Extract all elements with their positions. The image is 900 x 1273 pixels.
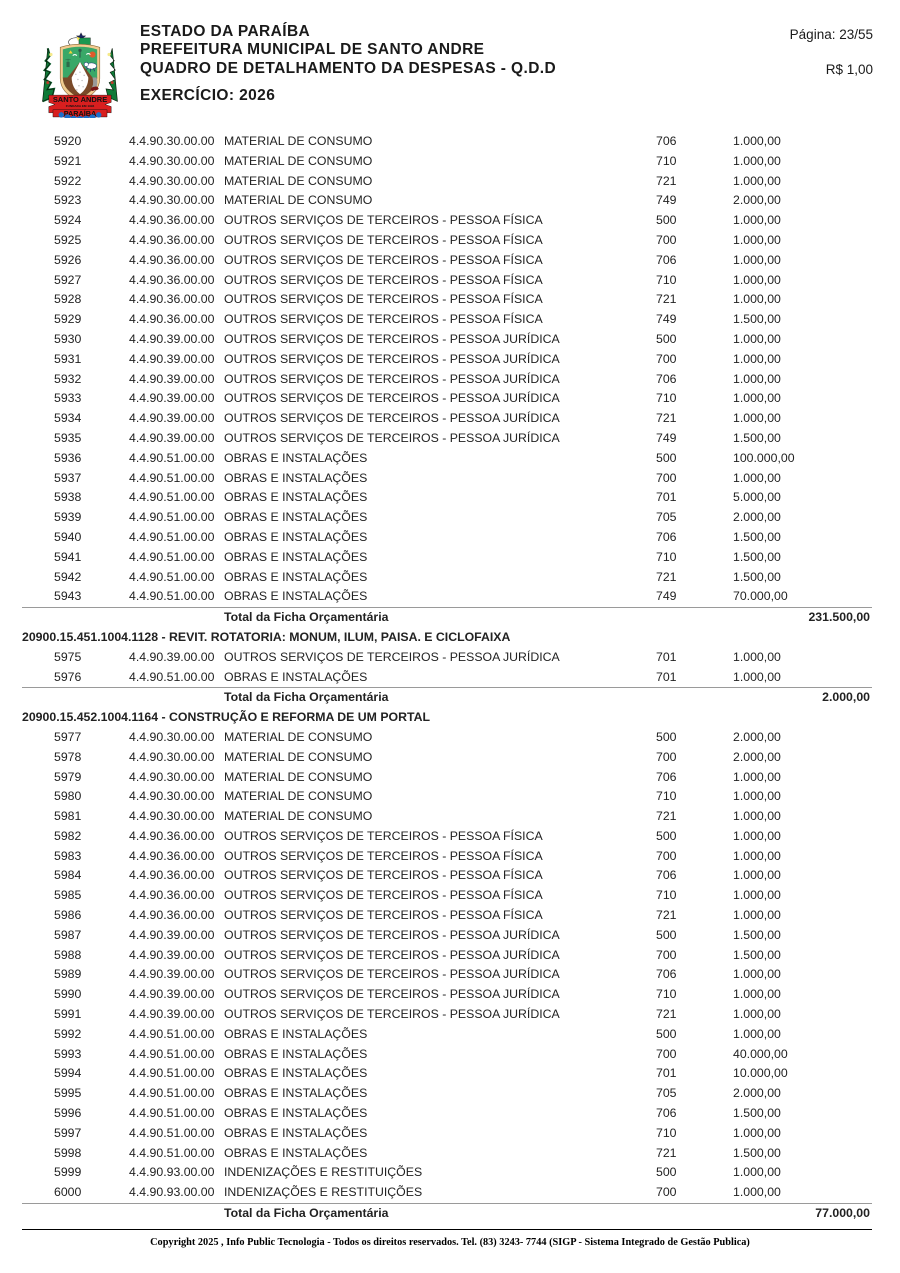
svg-text:SANTO ANDRE: SANTO ANDRE [53,95,107,104]
svg-text:FUNDADA EM 1994: FUNDADA EM 1994 [66,104,95,108]
